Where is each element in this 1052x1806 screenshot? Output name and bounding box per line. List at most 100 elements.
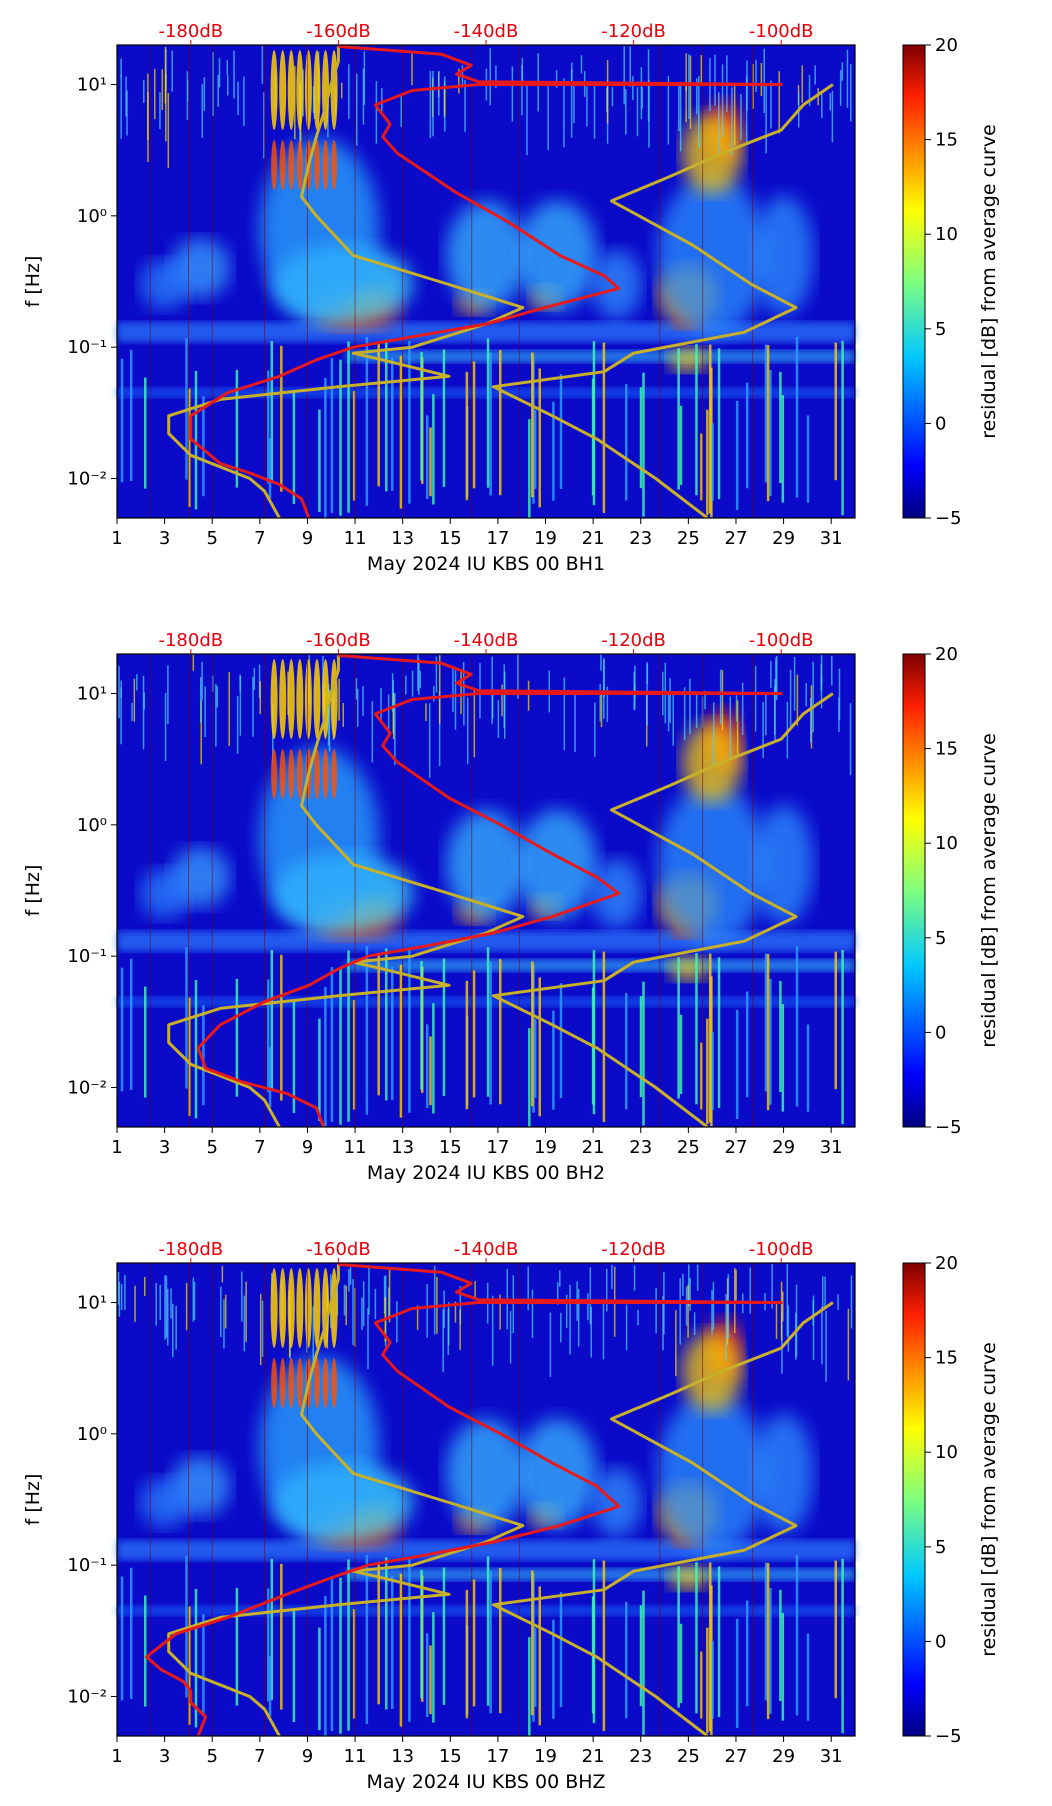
transient-streak xyxy=(533,1628,537,1707)
transient-streak xyxy=(429,427,432,497)
hf-streak xyxy=(688,54,690,119)
transient-streak xyxy=(531,961,534,1107)
hf-streak xyxy=(411,53,413,86)
db-tick-label: -160dB xyxy=(306,630,371,651)
transient-streak xyxy=(677,957,680,1099)
transient-streak xyxy=(339,1577,342,1734)
db-tick-label: -160dB xyxy=(306,1239,371,1260)
x-tick-label: 29 xyxy=(772,1137,795,1158)
hf-streak xyxy=(696,78,698,115)
energy-blob xyxy=(591,249,642,320)
transient-streak xyxy=(202,1005,205,1106)
hf-streak xyxy=(187,80,189,102)
transient-streak xyxy=(268,438,272,499)
energy-blob xyxy=(591,1467,642,1538)
transient-streak xyxy=(420,351,423,481)
transient-streak xyxy=(841,949,844,1125)
transient-streak xyxy=(735,400,739,511)
transient-streak xyxy=(528,1637,531,1736)
transient-streak xyxy=(472,1579,476,1707)
x-tick-label: 25 xyxy=(677,1137,700,1158)
colorbar xyxy=(902,653,926,1128)
hf-streak xyxy=(531,1289,534,1339)
hf-streak xyxy=(762,702,764,758)
x-tick-label: 7 xyxy=(254,1746,265,1767)
colorbar-tick-label: 0 xyxy=(935,1022,946,1043)
x-tick-label: 9 xyxy=(302,1746,313,1767)
transient-streak xyxy=(465,980,469,1110)
transient-streak xyxy=(324,1595,327,1736)
hf-streak xyxy=(689,1278,691,1312)
transient-streak xyxy=(352,1609,356,1719)
colorbar-tick-label: 15 xyxy=(935,739,958,760)
hf-streak xyxy=(625,89,627,135)
hf-streak xyxy=(454,1301,457,1323)
transient-streak xyxy=(408,950,411,1113)
hf-streak xyxy=(459,1309,461,1350)
transient-streak xyxy=(408,1559,411,1722)
hf-streak xyxy=(217,74,219,107)
db-tick-label: -160dB xyxy=(306,21,371,42)
transient-streak xyxy=(769,978,772,1105)
hf-streak xyxy=(380,687,382,721)
transient-streak xyxy=(194,1588,198,1728)
x-tick-label: 29 xyxy=(772,1746,795,1767)
hf-streak xyxy=(735,695,738,722)
transient-streak xyxy=(559,983,563,1099)
transient-streak xyxy=(769,1587,772,1714)
hf-streak xyxy=(727,1274,730,1339)
hf-streak xyxy=(687,1284,689,1338)
hf-streak xyxy=(501,684,503,717)
transient-streak xyxy=(399,1573,403,1727)
x-tick-label: 17 xyxy=(486,528,509,549)
hf-streak xyxy=(801,65,804,103)
hf-comb xyxy=(287,659,295,739)
hf-streak xyxy=(466,697,469,765)
transient-streak xyxy=(120,1576,124,1701)
transient-streak xyxy=(365,1555,369,1724)
transient-streak xyxy=(806,1633,810,1721)
transient-streak xyxy=(486,1556,490,1706)
hf-streak xyxy=(683,687,686,741)
transient-streak xyxy=(538,1586,541,1726)
transient-streak xyxy=(270,340,274,483)
colorbar xyxy=(902,44,926,519)
x-tick-label: 15 xyxy=(439,1137,462,1158)
x-tick-label: 3 xyxy=(159,528,170,549)
hf-streak xyxy=(185,1282,188,1331)
hf-streak xyxy=(636,87,639,137)
x-tick-label: 11 xyxy=(344,528,367,549)
hf-streak xyxy=(120,1284,123,1311)
transient-streak xyxy=(498,958,502,1105)
energy-blob xyxy=(446,1418,526,1529)
hf-streak xyxy=(593,85,596,139)
hf-streak xyxy=(443,1290,445,1329)
energy-blob xyxy=(682,722,743,803)
db-tick-label: -140dB xyxy=(454,21,519,42)
x-tick-label: 7 xyxy=(254,1137,265,1158)
hf-streak xyxy=(164,46,167,104)
transient-streak xyxy=(735,1009,739,1120)
x-tick-label: 25 xyxy=(677,1746,700,1767)
hf-streak xyxy=(825,1310,827,1382)
hf-streak xyxy=(383,1276,386,1314)
hf-streak xyxy=(193,1281,196,1320)
event-layer xyxy=(120,45,852,518)
transient-streak xyxy=(330,1576,334,1731)
hf-streak xyxy=(221,1265,224,1283)
hf-streak xyxy=(721,669,724,731)
hf-streak xyxy=(773,686,776,735)
transient-streak xyxy=(129,349,133,481)
hf-streak xyxy=(428,703,431,778)
transient-streak xyxy=(280,345,283,492)
hf-comb xyxy=(313,659,321,739)
transient-streak xyxy=(717,1566,721,1718)
transient-streak xyxy=(347,341,350,513)
hf-streak xyxy=(594,702,596,757)
transient-streak xyxy=(489,961,492,1105)
hf-streak xyxy=(633,1265,636,1291)
hf-comb xyxy=(279,749,286,799)
hf-streak xyxy=(570,68,573,138)
transient-streak xyxy=(143,1595,147,1707)
